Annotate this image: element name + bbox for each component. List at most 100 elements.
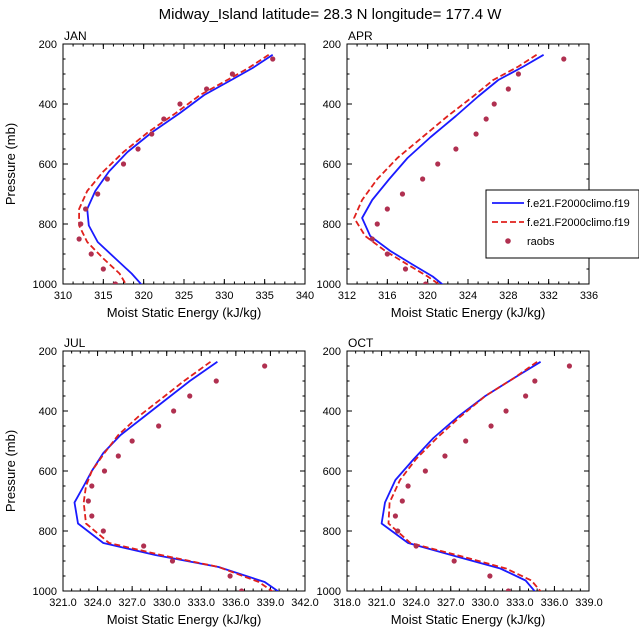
raobs-point — [169, 558, 176, 564]
y-axis-label: Pressure (mb) — [3, 123, 18, 205]
model2-line — [78, 54, 270, 284]
legend: f.e21.F2000climo.f19 f.e21.F2000climo.f19… — [485, 189, 639, 259]
panel-title: JAN — [64, 29, 87, 43]
raobs-point — [213, 378, 219, 384]
y-tick-label: 600 — [323, 159, 341, 171]
raobs-point — [161, 116, 167, 122]
raobs-point — [203, 86, 210, 92]
raobs-point — [101, 468, 108, 474]
plot-data — [380, 361, 573, 591]
raobs-point — [270, 56, 276, 62]
y-tick-label: 800 — [323, 219, 341, 231]
y-tick-label: 400 — [323, 99, 341, 111]
x-tick-label: 335 — [255, 290, 273, 302]
x-tick-label: 315 — [94, 290, 112, 302]
y-tick-label: 800 — [323, 526, 341, 538]
raobs-point — [187, 393, 193, 399]
raobs-point — [374, 221, 380, 227]
raobs-point — [422, 468, 428, 474]
raobs-point — [561, 56, 567, 62]
raobs-point — [566, 363, 573, 369]
raobs-point — [503, 408, 509, 414]
x-tick-label: 336 — [580, 290, 598, 302]
raobs-point — [402, 266, 409, 272]
model2-line — [353, 54, 538, 284]
y-tick-label: 400 — [323, 406, 341, 418]
raobs-point — [135, 146, 141, 152]
raobs-point — [129, 438, 135, 444]
raobs-point — [413, 543, 419, 549]
raobs-point — [483, 116, 489, 122]
plot-frame — [62, 43, 306, 285]
x-tick-label: 320 — [134, 290, 152, 302]
x-tick-label: 330.0 — [153, 597, 181, 609]
raobs-point — [141, 543, 147, 549]
model2-line — [387, 361, 542, 591]
raobs-point — [532, 378, 538, 384]
legend-marker — [505, 238, 511, 244]
x-tick-label: 327.0 — [437, 597, 465, 609]
raobs-point — [95, 191, 101, 197]
raobs-point — [82, 206, 89, 212]
raobs-point — [156, 423, 162, 429]
y-tick-label: 200 — [323, 39, 341, 51]
panel-title: OCT — [348, 336, 374, 350]
raobs-point — [89, 483, 95, 489]
raobs-point — [523, 393, 529, 399]
y-tick-label: 800 — [39, 219, 57, 231]
plot-data — [76, 54, 276, 284]
raobs-point — [149, 131, 155, 137]
raobs-point — [442, 453, 448, 459]
legend-box — [485, 189, 639, 259]
x-axis-label: Moist Static Energy (kJ/kg) — [107, 612, 262, 627]
raobs-point — [100, 528, 106, 534]
raobs-point — [515, 71, 522, 77]
x-tick-label: 330 — [215, 290, 233, 302]
raobs-point — [85, 498, 91, 504]
raobs-point — [78, 221, 84, 227]
y-tick-label: 1000 — [317, 586, 341, 598]
x-tick-label: 324.0 — [402, 597, 430, 609]
x-tick-label: 340 — [296, 290, 314, 302]
panel-title: APR — [348, 29, 373, 43]
chart-panel-jan: JAN 310 315 320 325 330 335 340 200 400 600 800 1000… — [3, 29, 314, 320]
legend-label: raobs — [527, 236, 555, 248]
x-axis-label: Moist Static Energy (kJ/kg) — [107, 305, 262, 320]
raobs-point — [395, 528, 401, 534]
raobs-point — [115, 453, 121, 459]
x-tick-label: 332 — [539, 290, 557, 302]
model1-line — [361, 54, 545, 284]
x-tick-label: 342.0 — [291, 597, 319, 609]
x-tick-label: 330.0 — [472, 597, 500, 609]
raobs-point — [392, 513, 398, 519]
plot-data — [73, 361, 280, 591]
y-tick-label: 1000 — [317, 279, 341, 291]
raobs-point — [104, 176, 110, 182]
raobs-point — [100, 266, 106, 272]
plot-data — [353, 54, 567, 284]
y-tick-label: 400 — [39, 406, 57, 418]
y-tick-label: 800 — [39, 526, 57, 538]
raobs-point — [89, 513, 95, 519]
plot-frame — [62, 350, 306, 592]
raobs-point — [384, 206, 390, 212]
panel-title: JUL — [64, 336, 86, 350]
raobs-point — [262, 363, 268, 369]
model1-line — [380, 361, 542, 591]
raobs-point — [177, 101, 183, 107]
raobs-point — [229, 71, 235, 77]
raobs-point — [505, 588, 511, 591]
raobs-point — [453, 146, 459, 152]
x-tick-label: 339.0 — [257, 597, 285, 609]
legend-label: f.e21.F2000climo.f19 — [527, 217, 630, 229]
x-tick-label: 327.0 — [118, 597, 146, 609]
plot-frame — [346, 350, 590, 592]
legend-label: f.e21.F2000climo.f19 — [527, 198, 630, 210]
x-tick-label: 310 — [54, 290, 72, 302]
x-tick-label: 312 — [338, 290, 356, 302]
y-tick-label: 1000 — [33, 279, 57, 291]
chart-panel-apr: APR 312 316 320 324 328 332 336 200 400 600 800 1000… — [317, 29, 599, 320]
x-tick-label: 316 — [378, 290, 396, 302]
